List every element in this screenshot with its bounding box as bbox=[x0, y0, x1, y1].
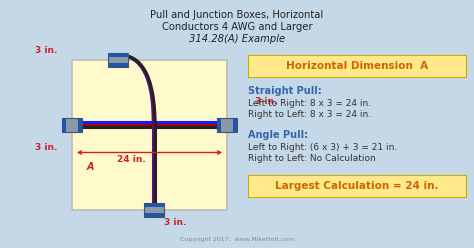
Text: Largest Calculation = 24 in.: Largest Calculation = 24 in. bbox=[275, 181, 439, 191]
Bar bbox=[217, 118, 221, 131]
Text: 3 in.: 3 in. bbox=[35, 46, 57, 55]
Text: 3 in.: 3 in. bbox=[164, 218, 187, 227]
Bar bbox=[144, 203, 164, 217]
Text: Straight Pull:: Straight Pull: bbox=[248, 86, 322, 96]
Bar bbox=[109, 53, 128, 57]
Bar bbox=[217, 118, 237, 131]
Text: Left to Right: (6 x 3) + 3 = 21 in.: Left to Right: (6 x 3) + 3 = 21 in. bbox=[248, 143, 397, 152]
Bar bbox=[78, 118, 82, 131]
Text: 3 in.: 3 in. bbox=[35, 143, 57, 152]
Text: 3 in.: 3 in. bbox=[255, 97, 277, 106]
Text: 314.28(A) Example: 314.28(A) Example bbox=[189, 34, 285, 44]
Bar bbox=[109, 53, 128, 67]
Text: Horizontal Dimension  A: Horizontal Dimension A bbox=[286, 61, 428, 71]
Text: Right to Left: 8 x 3 = 24 in.: Right to Left: 8 x 3 = 24 in. bbox=[248, 110, 371, 119]
Bar bbox=[109, 63, 128, 67]
Text: 24 in.: 24 in. bbox=[117, 155, 145, 163]
Bar bbox=[233, 118, 237, 131]
Text: Pull and Junction Boxes, Horizontal: Pull and Junction Boxes, Horizontal bbox=[150, 10, 324, 20]
Text: Conductors 4 AWG and Larger: Conductors 4 AWG and Larger bbox=[162, 22, 312, 32]
Text: Angle Pull:: Angle Pull: bbox=[248, 130, 308, 140]
Bar bbox=[62, 118, 66, 131]
Bar bbox=[144, 203, 164, 207]
Bar bbox=[144, 213, 164, 217]
Bar bbox=[248, 55, 466, 77]
Text: A: A bbox=[86, 162, 94, 173]
Text: Left to Right: 8 x 3 = 24 in.: Left to Right: 8 x 3 = 24 in. bbox=[248, 99, 371, 108]
Bar bbox=[248, 175, 466, 197]
Bar bbox=[72, 60, 227, 210]
Bar bbox=[62, 118, 82, 131]
Text: Right to Left: No Calculation: Right to Left: No Calculation bbox=[248, 154, 376, 163]
Text: Copyright 2017,  www.MikeHolt.com: Copyright 2017, www.MikeHolt.com bbox=[180, 237, 294, 242]
